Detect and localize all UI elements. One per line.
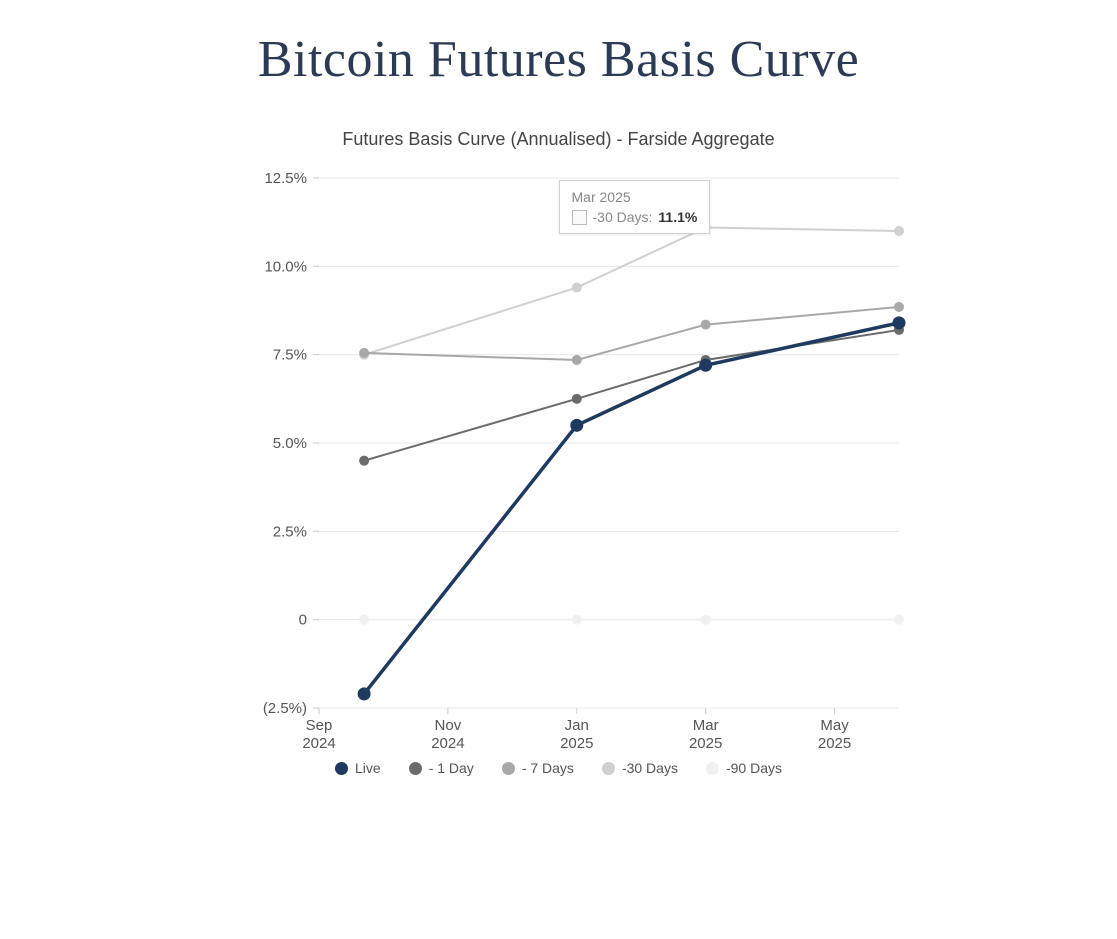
- series-marker-d90[interactable]: [571, 615, 581, 625]
- series-marker-d30[interactable]: [894, 226, 904, 236]
- series-marker-d7[interactable]: [894, 302, 904, 312]
- series-marker-live[interactable]: [892, 316, 905, 329]
- y-tick-label: 0: [298, 612, 306, 629]
- x-tick-label: 2025: [560, 735, 593, 752]
- series-marker-live[interactable]: [357, 687, 370, 700]
- chart-container: Futures Basis Curve (Annualised) - Farsi…: [199, 129, 919, 776]
- x-tick-label: 2024: [302, 735, 335, 752]
- chart-title: Futures Basis Curve (Annualised) - Farsi…: [199, 129, 919, 150]
- series-marker-d7[interactable]: [700, 320, 710, 330]
- y-tick-label: 12.5%: [264, 170, 307, 187]
- plot-area[interactable]: 12.5%10.0%7.5%5.0%2.5%0(2.5%)Sep2024Nov2…: [199, 168, 919, 748]
- series-marker-d90[interactable]: [700, 615, 710, 625]
- series-marker-d90[interactable]: [359, 615, 369, 625]
- y-tick-label: (2.5%): [262, 700, 306, 717]
- series-marker-d7[interactable]: [359, 348, 369, 358]
- y-tick-label: 10.0%: [264, 258, 307, 275]
- series-line-d30[interactable]: [364, 227, 899, 354]
- chart-svg: 12.5%10.0%7.5%5.0%2.5%0(2.5%)Sep2024Nov2…: [199, 168, 919, 788]
- x-tick-label: Jan: [564, 717, 588, 734]
- x-tick-label: 2025: [817, 735, 850, 752]
- x-tick-label: Nov: [434, 717, 461, 734]
- x-tick-label: May: [820, 717, 849, 734]
- series-marker-d30[interactable]: [571, 283, 581, 293]
- series-marker-d1[interactable]: [359, 456, 369, 466]
- page-title: Bitcoin Futures Basis Curve: [0, 30, 1117, 89]
- series-marker-d90[interactable]: [894, 615, 904, 625]
- x-tick-label: Mar: [692, 717, 718, 734]
- y-tick-label: 7.5%: [272, 347, 306, 364]
- series-marker-d7[interactable]: [571, 355, 581, 365]
- series-line-live[interactable]: [364, 323, 899, 694]
- x-tick-label: 2025: [688, 735, 721, 752]
- y-tick-label: 2.5%: [272, 523, 306, 540]
- series-marker-live[interactable]: [699, 359, 712, 372]
- series-line-d1[interactable]: [364, 330, 899, 461]
- series-marker-d1[interactable]: [571, 394, 581, 404]
- x-tick-label: 2024: [431, 735, 464, 752]
- series-marker-live[interactable]: [570, 419, 583, 432]
- y-tick-label: 5.0%: [272, 435, 306, 452]
- x-tick-label: Sep: [305, 717, 332, 734]
- series-marker-d30[interactable]: [700, 222, 710, 232]
- series-line-d7[interactable]: [364, 307, 899, 360]
